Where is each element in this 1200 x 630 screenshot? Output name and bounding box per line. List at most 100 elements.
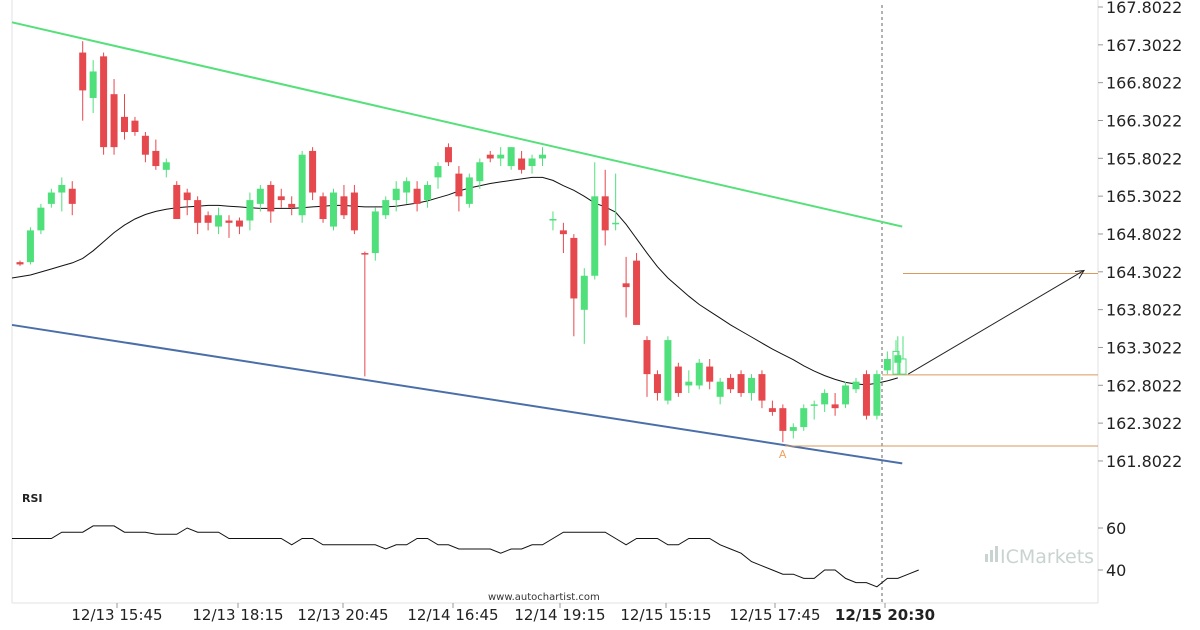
candle-up bbox=[246, 200, 254, 221]
rsi-axis: 60 40 bbox=[1098, 519, 1126, 580]
candle-down bbox=[319, 196, 327, 220]
candle-down bbox=[570, 237, 578, 299]
candle-down bbox=[350, 192, 358, 231]
candle-up bbox=[842, 385, 850, 405]
time-tick-label: 12/14 16:45 bbox=[407, 606, 498, 624]
candle-down bbox=[121, 116, 128, 133]
rsi-indicator bbox=[12, 525, 919, 588]
candle-up bbox=[26, 230, 34, 263]
brand-name: ICMarkets bbox=[1000, 546, 1094, 568]
candle-down bbox=[737, 374, 745, 394]
candle-down bbox=[455, 173, 463, 197]
candle-down bbox=[79, 52, 87, 91]
price-axis: 167.8022 167.3022 166.8022 166.3022 165.8022… bbox=[1098, 0, 1182, 471]
candle-down bbox=[141, 135, 149, 155]
candle-up bbox=[47, 192, 55, 204]
trend-lines bbox=[11, 21, 903, 465]
candle-up bbox=[382, 200, 390, 216]
candle-up bbox=[528, 158, 536, 167]
watermark: www.autochartist.com bbox=[488, 592, 600, 603]
candle-up bbox=[695, 362, 703, 386]
candle-up bbox=[37, 207, 45, 231]
candle-down bbox=[601, 196, 609, 231]
candle-down bbox=[173, 184, 181, 220]
candle-up bbox=[883, 358, 891, 371]
candle-up bbox=[810, 404, 818, 406]
candle-down bbox=[288, 203, 296, 208]
forecast-arrow-line bbox=[907, 270, 1085, 375]
candle-down bbox=[444, 147, 452, 163]
candle-up bbox=[591, 196, 599, 276]
price-tick-label: 166.3022 bbox=[1106, 111, 1182, 130]
price-tick-label: 167.3022 bbox=[1106, 36, 1182, 55]
candle-down bbox=[277, 196, 285, 201]
candle-up bbox=[330, 192, 337, 227]
candles bbox=[16, 41, 902, 443]
candle-down bbox=[204, 215, 212, 223]
price-tick-label: 167.8022 bbox=[1106, 0, 1182, 17]
candle-up bbox=[821, 393, 829, 405]
time-tick-label: 12/13 15:45 bbox=[71, 606, 162, 624]
rsi-title: RSI bbox=[22, 492, 43, 505]
candle-down bbox=[100, 56, 108, 148]
candle-down bbox=[110, 94, 118, 148]
rsi-tick-label: 60 bbox=[1106, 519, 1126, 538]
candle-up bbox=[298, 154, 306, 216]
price-levels bbox=[785, 272, 1098, 447]
candle-down bbox=[518, 158, 526, 170]
candle-down bbox=[674, 366, 682, 394]
candle-down bbox=[758, 374, 766, 401]
time-tick-label: 12/14 19:15 bbox=[514, 606, 605, 624]
time-tick-label: 12/15 20:30 bbox=[835, 606, 935, 624]
candle-down bbox=[267, 184, 275, 212]
candle-down bbox=[225, 220, 233, 223]
candle-down bbox=[16, 262, 24, 265]
brand-logo-bar bbox=[990, 550, 993, 562]
candle-down bbox=[862, 374, 870, 416]
candle-up bbox=[685, 381, 693, 386]
candle-down bbox=[152, 150, 160, 167]
candle-up bbox=[89, 71, 97, 98]
candle-down bbox=[653, 374, 661, 394]
candle-down bbox=[131, 120, 139, 133]
candle-down bbox=[309, 150, 317, 193]
price-tick-label: 164.3022 bbox=[1106, 263, 1182, 282]
candle-down bbox=[413, 188, 421, 204]
candle-up bbox=[507, 147, 515, 167]
candle-down bbox=[831, 404, 839, 409]
candle-down bbox=[779, 408, 787, 431]
candle-up bbox=[403, 181, 411, 193]
candle-down bbox=[340, 196, 348, 216]
time-tick-label: 12/15 15:15 bbox=[620, 606, 711, 624]
forecast-arrow bbox=[892, 269, 1085, 375]
time-tick-label: 12/13 18:15 bbox=[192, 606, 283, 624]
candle-down bbox=[361, 253, 369, 255]
candle-down bbox=[235, 220, 243, 227]
candle-up bbox=[852, 381, 860, 390]
candle-down bbox=[727, 377, 735, 390]
candle-down bbox=[486, 154, 494, 159]
candle-up bbox=[748, 377, 755, 394]
price-tick-label: 163.3022 bbox=[1106, 338, 1182, 357]
candle-down bbox=[768, 408, 776, 412]
candle-up bbox=[894, 355, 902, 363]
brand-logo: ICMarkets bbox=[985, 546, 1094, 568]
time-tick-label: 12/15 17:45 bbox=[729, 606, 820, 624]
candle-up bbox=[424, 184, 432, 201]
candle-down bbox=[183, 192, 191, 201]
candle-up bbox=[497, 154, 505, 159]
candle-down bbox=[194, 200, 202, 223]
resistance-line bbox=[11, 21, 903, 228]
brand-logo-bar bbox=[995, 546, 998, 562]
price-tick-label: 162.3022 bbox=[1106, 414, 1182, 433]
price-tick-label: 165.8022 bbox=[1106, 149, 1182, 168]
candle-down bbox=[559, 230, 567, 235]
rsi-line bbox=[12, 525, 919, 588]
price-tick-label: 161.8022 bbox=[1106, 452, 1182, 471]
forecast-arrow-head bbox=[1074, 269, 1085, 279]
candle-up bbox=[476, 162, 484, 182]
candle-up bbox=[434, 166, 442, 178]
